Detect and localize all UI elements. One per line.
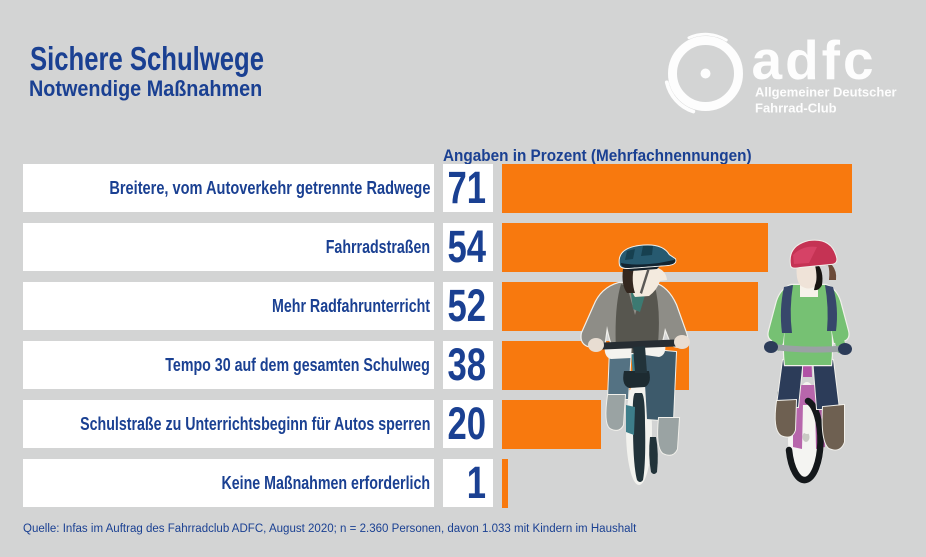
- svg-text:adfc: adfc: [752, 29, 877, 91]
- svg-text:Allgemeiner Deutscher: Allgemeiner Deutscher: [755, 84, 897, 99]
- svg-text:Fahrrad-Club: Fahrrad-Club: [755, 100, 837, 115]
